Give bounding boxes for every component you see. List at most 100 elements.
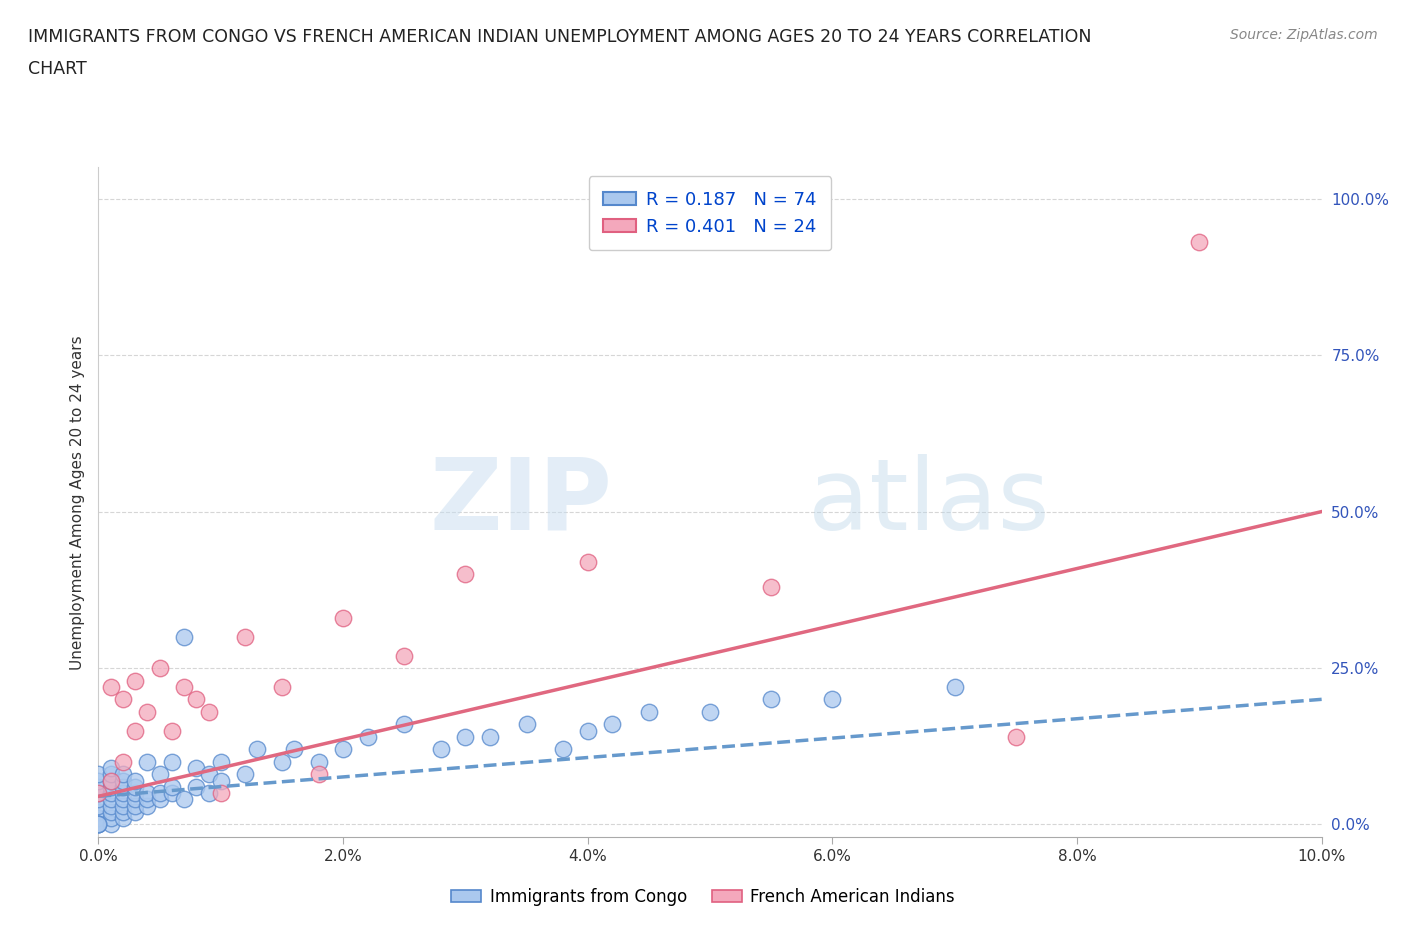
Text: atlas: atlas xyxy=(808,454,1049,551)
Point xyxy=(111,779,134,794)
Point xyxy=(111,792,134,807)
Point xyxy=(136,786,159,801)
Point xyxy=(87,811,110,826)
Text: IMMIGRANTS FROM CONGO VS FRENCH AMERICAN INDIAN UNEMPLOYMENT AMONG AGES 20 TO 24: IMMIGRANTS FROM CONGO VS FRENCH AMERICAN… xyxy=(28,28,1091,46)
Point xyxy=(100,798,122,813)
Point xyxy=(87,792,110,807)
Legend: R = 0.187   N = 74, R = 0.401   N = 24: R = 0.187 N = 74, R = 0.401 N = 24 xyxy=(589,177,831,250)
Point xyxy=(332,610,354,625)
Point xyxy=(1004,729,1026,744)
Point xyxy=(197,704,219,719)
Text: Source: ZipAtlas.com: Source: ZipAtlas.com xyxy=(1230,28,1378,42)
Point xyxy=(173,630,195,644)
Point xyxy=(197,786,219,801)
Point xyxy=(87,817,110,832)
Point xyxy=(111,767,134,782)
Point xyxy=(160,786,183,801)
Point xyxy=(87,798,110,813)
Point xyxy=(160,779,183,794)
Point xyxy=(430,742,453,757)
Point xyxy=(699,704,721,719)
Point xyxy=(100,773,122,788)
Point xyxy=(576,724,599,738)
Point xyxy=(516,717,538,732)
Text: CHART: CHART xyxy=(28,60,87,78)
Point xyxy=(124,779,146,794)
Point xyxy=(186,692,208,707)
Point xyxy=(1188,235,1211,250)
Point xyxy=(173,680,195,695)
Point xyxy=(87,779,110,794)
Point xyxy=(454,566,477,581)
Point xyxy=(100,680,122,695)
Point xyxy=(149,792,172,807)
Point xyxy=(392,648,416,663)
Point xyxy=(149,660,172,675)
Point xyxy=(124,792,146,807)
Point xyxy=(186,761,208,776)
Point xyxy=(100,767,122,782)
Point xyxy=(759,692,782,707)
Point xyxy=(100,761,122,776)
Point xyxy=(87,767,110,782)
Point xyxy=(136,798,159,813)
Point xyxy=(637,704,661,719)
Point xyxy=(759,579,782,594)
Point xyxy=(308,767,330,782)
Point xyxy=(111,773,134,788)
Point xyxy=(209,786,232,801)
Point xyxy=(124,786,146,801)
Point xyxy=(943,680,966,695)
Y-axis label: Unemployment Among Ages 20 to 24 years: Unemployment Among Ages 20 to 24 years xyxy=(69,335,84,670)
Point xyxy=(233,767,256,782)
Point xyxy=(209,773,232,788)
Point xyxy=(100,817,122,832)
Point xyxy=(197,767,219,782)
Point xyxy=(100,786,122,801)
Point xyxy=(111,786,134,801)
Point xyxy=(100,773,122,788)
Point xyxy=(124,798,146,813)
Point xyxy=(136,704,159,719)
Point xyxy=(209,754,232,769)
Point xyxy=(111,754,134,769)
Point xyxy=(454,729,477,744)
Point xyxy=(111,804,134,819)
Point xyxy=(111,798,134,813)
Point xyxy=(308,754,330,769)
Point xyxy=(283,742,305,757)
Point xyxy=(111,692,134,707)
Point xyxy=(136,754,159,769)
Point xyxy=(100,792,122,807)
Point xyxy=(87,786,110,801)
Point xyxy=(100,779,122,794)
Point xyxy=(111,811,134,826)
Point xyxy=(87,804,110,819)
Point xyxy=(246,742,269,757)
Text: ZIP: ZIP xyxy=(429,454,612,551)
Point xyxy=(160,754,183,769)
Point xyxy=(149,786,172,801)
Point xyxy=(392,717,416,732)
Point xyxy=(87,773,110,788)
Point xyxy=(149,767,172,782)
Point xyxy=(553,742,575,757)
Point xyxy=(100,811,122,826)
Point xyxy=(173,792,195,807)
Point xyxy=(332,742,354,757)
Point xyxy=(576,554,599,569)
Point xyxy=(821,692,844,707)
Point xyxy=(124,673,146,688)
Point xyxy=(100,804,122,819)
Point xyxy=(124,724,146,738)
Point xyxy=(270,680,292,695)
Point xyxy=(87,817,110,832)
Point xyxy=(124,804,146,819)
Point xyxy=(233,630,256,644)
Point xyxy=(270,754,292,769)
Point xyxy=(356,729,378,744)
Point xyxy=(87,817,110,832)
Point xyxy=(160,724,183,738)
Point xyxy=(186,779,208,794)
Point xyxy=(478,729,501,744)
